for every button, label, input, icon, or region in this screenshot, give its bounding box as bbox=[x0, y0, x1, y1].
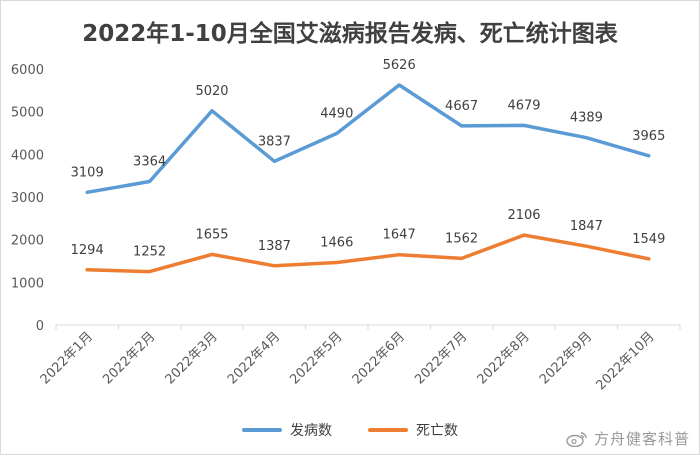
data-label-series-2: 1562 bbox=[445, 231, 478, 246]
data-label-series-2: 1847 bbox=[570, 219, 603, 234]
y-tick-label: 5000 bbox=[11, 106, 44, 121]
y-tick-label: 1000 bbox=[11, 276, 44, 291]
y-tick-label: 4000 bbox=[11, 148, 44, 163]
x-tick-label: 2022年3月 bbox=[163, 329, 221, 387]
legend-swatch-series-1 bbox=[242, 428, 282, 432]
data-label-series-2: 1647 bbox=[383, 228, 416, 243]
data-label-series-2: 2106 bbox=[507, 208, 540, 223]
y-tick-label: 6000 bbox=[11, 63, 44, 78]
data-label-series-2: 1549 bbox=[632, 232, 665, 247]
series-line-1 bbox=[85, 83, 651, 195]
data-label-series-1: 3109 bbox=[71, 165, 104, 180]
x-tick-label: 2022年9月 bbox=[537, 329, 595, 387]
x-tick-label: 2022年1月 bbox=[38, 329, 96, 387]
x-tick-label: 2022年8月 bbox=[475, 329, 533, 387]
data-label-series-1: 5020 bbox=[195, 84, 228, 99]
data-label-series-1: 4490 bbox=[320, 106, 353, 121]
x-tick-label: 2022年10月 bbox=[594, 329, 658, 393]
x-tick-label: 2022年6月 bbox=[350, 329, 408, 387]
data-label-series-1: 4667 bbox=[445, 99, 478, 114]
data-label-series-1: 5626 bbox=[383, 58, 416, 73]
y-tick-label: 0 bbox=[36, 319, 44, 334]
x-tick-label: 2022年7月 bbox=[412, 329, 470, 387]
y-tick-label: 2000 bbox=[11, 234, 44, 249]
x-tick-label: 2022年5月 bbox=[287, 329, 345, 387]
data-label-series-2: 1387 bbox=[258, 239, 291, 254]
data-label-series-2: 1252 bbox=[133, 245, 166, 260]
data-label-series-1: 4389 bbox=[570, 111, 603, 126]
data-label-series-2: 1466 bbox=[320, 235, 353, 250]
legend-label-series-1: 发病数 bbox=[290, 423, 332, 439]
data-label-series-1: 3965 bbox=[632, 129, 665, 144]
x-tick-label: 2022年2月 bbox=[100, 329, 158, 387]
data-label-series-1: 3837 bbox=[258, 134, 291, 149]
legend-item-series-2: 死亡数 bbox=[368, 420, 458, 440]
chart-title: 2022年1-10月全国艾滋病报告发病、死亡统计图表 bbox=[82, 21, 618, 47]
legend-item-series-1: 发病数 bbox=[242, 420, 332, 440]
x-tick-label: 2022年4月 bbox=[225, 329, 283, 387]
watermark: 方舟健客科普 bbox=[566, 428, 690, 449]
y-tick-label: 3000 bbox=[11, 191, 44, 206]
weibo-icon bbox=[566, 431, 587, 447]
legend-label-series-2: 死亡数 bbox=[416, 423, 458, 439]
series-line-2 bbox=[85, 233, 651, 274]
data-label-series-1: 3364 bbox=[133, 154, 166, 169]
legend: 发病数 死亡数 bbox=[0, 420, 700, 440]
legend-swatch-series-2 bbox=[368, 428, 408, 432]
data-label-series-2: 1294 bbox=[71, 243, 104, 258]
data-label-series-2: 1655 bbox=[195, 227, 228, 242]
watermark-text: 方舟健客科普 bbox=[593, 430, 690, 448]
data-label-series-1: 4679 bbox=[507, 98, 540, 113]
